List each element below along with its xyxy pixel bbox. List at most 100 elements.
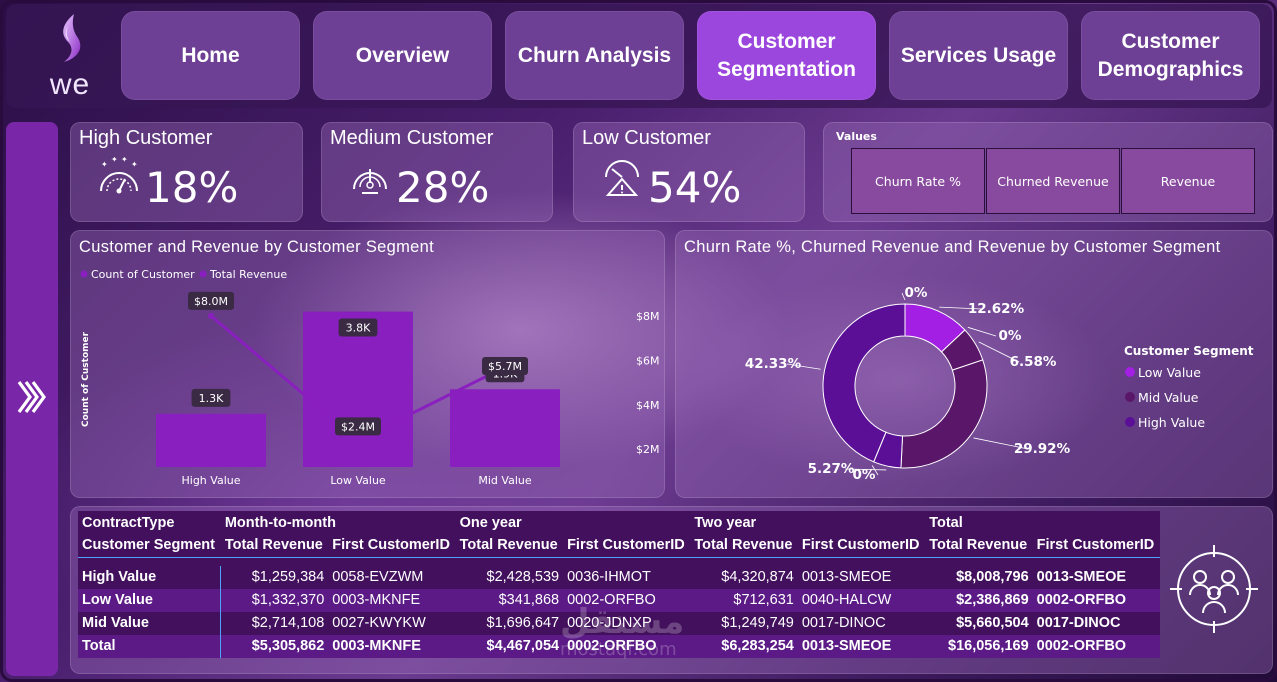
matrix-header-row-2: Customer Segment Total Revenue First Cus… <box>78 534 1160 558</box>
donut-legend-high-marker <box>1125 417 1135 427</box>
nav-churn-analysis-label: Churn Analysis <box>517 43 672 67</box>
table-cell: 0058-EVZWM <box>332 569 424 586</box>
donut-leader-line <box>871 465 879 476</box>
donut-chart-panel: Churn Rate %, Churned Revenue and Revenu… <box>675 230 1273 498</box>
donut-leader-line <box>973 437 1029 450</box>
table-cell: 0040-HALCW <box>797 588 926 612</box>
combo-chart-title: Customer and Revenue by Customer Segment <box>79 238 435 256</box>
table-cell: 0002-ORFBO <box>1032 588 1160 612</box>
table-cell: 0013-SMEOE <box>797 634 926 658</box>
nav-customer-demographics-button[interactable]: Customer Demographics <box>1081 11 1260 100</box>
nav-churn-analysis-button[interactable]: Churn Analysis <box>505 11 684 100</box>
svg-text:✦: ✦ <box>131 160 138 169</box>
row-segment: Total <box>78 634 221 658</box>
donut-chart-title: Churn Rate %, Churned Revenue and Revenu… <box>684 238 1221 256</box>
logo-flame-icon <box>63 14 81 62</box>
kpi-low-value: 54% <box>648 163 742 212</box>
nav-overview-label: Overview <box>355 43 450 67</box>
table-total-row[interactable]: Total $5,305,862 0003-MKNFE $4,467,054 0… <box>78 634 1160 658</box>
combo-bar-high-value[interactable] <box>156 413 266 467</box>
matrix-header-col[interactable]: Total Revenue <box>694 537 793 554</box>
nav-services-usage-label: Services Usage <box>900 43 1057 67</box>
nav-home-button[interactable]: Home <box>121 11 300 100</box>
matrix-header-contracttype[interactable]: ContractType <box>82 514 175 531</box>
slicer-option-churn-rate[interactable]: Churn Rate % <box>851 148 985 214</box>
table-cell: 0003-MKNFE <box>328 634 456 658</box>
donut-leader-line <box>786 363 821 370</box>
table-row[interactable]: High Value $1,259,384 0058-EVZWM $2,428,… <box>78 565 1160 589</box>
nav-customer-segmentation-button[interactable]: Customer Segmentation <box>697 11 876 100</box>
combo-revenue-data-label-bg <box>482 357 528 375</box>
table-cell: 0002-ORFBO <box>563 588 691 612</box>
kpi-medium-title: Medium Customer <box>330 127 494 149</box>
combo-y-axis-label: Count of Customer <box>81 331 91 427</box>
donut-legend-mid-marker <box>1125 392 1135 402</box>
donut-data-label: 42.33% <box>745 356 802 372</box>
combo-revenue-point[interactable] <box>208 312 214 319</box>
matrix-header-month-to-month[interactable]: Month-to-month <box>224 514 336 531</box>
slicer-option-churned-revenue[interactable]: Churned Revenue <box>986 148 1120 214</box>
combo-right-tick-label: $4M <box>636 399 660 412</box>
combo-revenue-data-label: $8.0M <box>194 295 228 308</box>
table-cell: $2,428,539 <box>486 569 560 586</box>
customer-group-target-icon <box>1170 545 1258 633</box>
combo-revenue-point[interactable] <box>355 437 361 444</box>
nav-overview-button[interactable]: Overview <box>313 11 492 100</box>
nav-customer-demographics-label: Customer Demographics <box>1097 29 1244 81</box>
slicer-option-revenue[interactable]: Revenue <box>1121 148 1255 214</box>
matrix-header-one-year[interactable]: One year <box>459 514 522 531</box>
table-cell: $1,259,384 <box>220 565 329 589</box>
donut-legend-title: Customer Segment <box>1124 344 1254 358</box>
nav-services-usage-button[interactable]: Services Usage <box>889 11 1068 100</box>
matrix-header-col[interactable]: Total Revenue <box>929 537 1028 554</box>
sidebar-expand-button[interactable] <box>6 122 58 676</box>
matrix-header-col[interactable]: First CustomerID <box>801 537 920 554</box>
values-slicer-panel: Values Churn Rate % Churned Revenue Reve… <box>823 122 1273 222</box>
donut-data-label: 6.58% <box>1010 354 1057 370</box>
donut-data-label: 0% <box>905 285 928 301</box>
table-row[interactable]: Mid Value $2,714,108 0027-KWYKW $1,696,6… <box>78 611 1160 635</box>
donut-leader-line <box>978 341 1020 363</box>
matrix-header-col[interactable]: First CustomerID <box>567 537 685 554</box>
legend-count-marker <box>80 270 88 278</box>
svg-text:✦: ✦ <box>121 157 128 164</box>
combo-chart-panel: Customer and Revenue by Customer Segment… <box>70 230 665 498</box>
combo-right-tick-label: $6M <box>636 354 660 367</box>
matrix-header-col[interactable]: First CustomerID <box>332 537 450 554</box>
donut-slice-mid-value[interactable] <box>900 359 988 469</box>
donut-legend-high-label[interactable]: High Value <box>1138 415 1205 430</box>
table-cell: $712,631 <box>690 588 798 612</box>
combo-bar-mid-value[interactable] <box>450 389 560 467</box>
donut-data-label: 29.92% <box>1014 441 1071 457</box>
table-row[interactable]: Low Value $1,332,370 0003-MKNFE $341,868… <box>78 588 1160 612</box>
table-cell: $5,305,862 <box>220 634 329 658</box>
kpi-high-value: 18% <box>145 163 239 212</box>
donut-slice-high-value[interactable] <box>822 303 906 463</box>
logo-text: we <box>49 68 91 101</box>
combo-count-data-label: 1.3K <box>199 392 224 405</box>
matrix-header-customer-segment[interactable]: Customer Segment <box>82 537 215 554</box>
matrix-header-total[interactable]: Total <box>929 514 963 531</box>
table-cell: $341,868 <box>455 588 564 612</box>
table-cell: 0003-MKNFE <box>328 588 456 612</box>
table-cell: 0013-SMEOE <box>1036 569 1127 586</box>
combo-revenue-data-label-bg <box>188 291 234 310</box>
table-cell: $5,660,504 <box>956 615 1029 632</box>
matrix-header-col[interactable]: Total Revenue <box>224 537 323 554</box>
donut-legend-low-marker <box>1125 367 1135 377</box>
double-chevron-right-icon <box>17 381 46 413</box>
table-cell: $1,249,749 <box>721 615 794 632</box>
matrix-header-col[interactable]: First CustomerID <box>1036 537 1155 554</box>
combo-right-tick-label: $8M <box>636 310 660 323</box>
table-cell: $4,320,874 <box>721 569 794 586</box>
nav-customer-segmentation-label: Customer Segmentation <box>717 29 856 81</box>
kpi-high-title: High Customer <box>79 127 213 149</box>
combo-revenue-data-label: $5.7M <box>488 360 522 373</box>
donut-legend-mid-label[interactable]: Mid Value <box>1138 390 1199 405</box>
legend-revenue-marker <box>199 270 207 278</box>
donut-legend-low-label[interactable]: Low Value <box>1138 365 1201 380</box>
table-cell: 0013-SMEOE <box>801 569 892 586</box>
matrix-header-col[interactable]: Total Revenue <box>459 537 558 554</box>
matrix-header-two-year[interactable]: Two year <box>694 514 757 531</box>
combo-count-data-label: 3.8K <box>346 322 371 335</box>
